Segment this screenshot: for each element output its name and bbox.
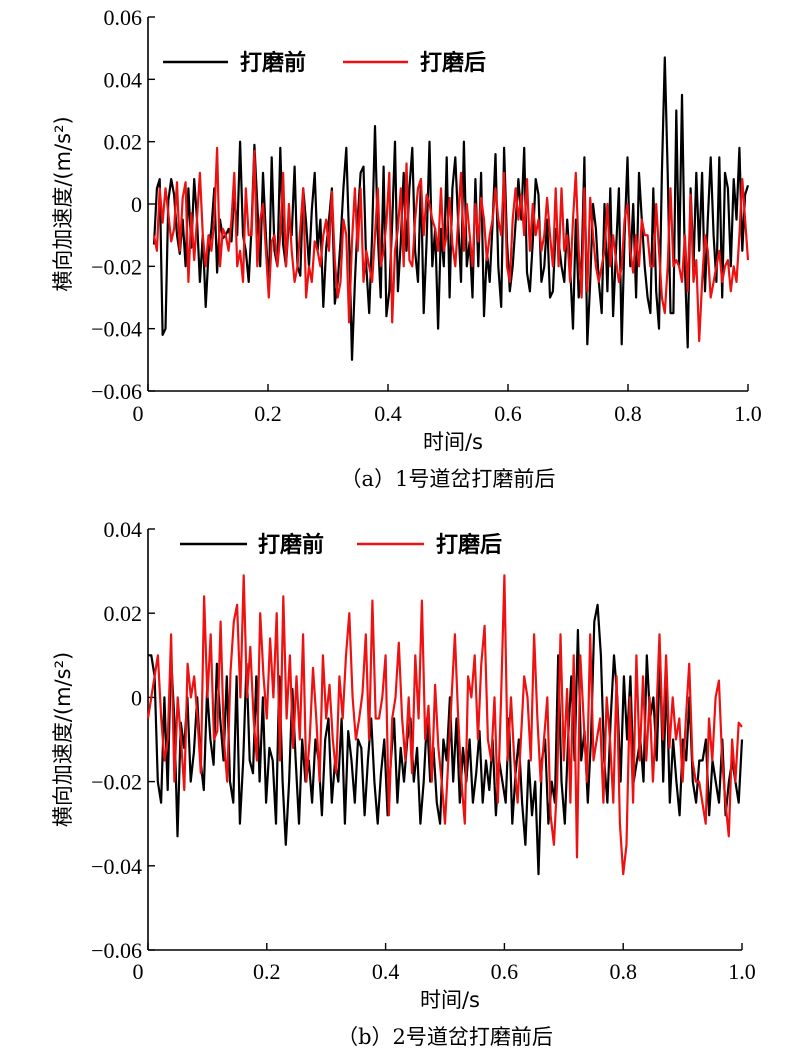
y-tick-label: 0 bbox=[131, 192, 142, 217]
x-tick-label: 0.6 bbox=[491, 959, 519, 984]
x-tick-label: 0.8 bbox=[609, 959, 637, 984]
x-tick-label: 0.2 bbox=[253, 959, 281, 984]
y-tick-label: 0.02 bbox=[104, 130, 143, 155]
series-line-after bbox=[146, 574, 743, 876]
x-tick-label: 1.0 bbox=[728, 959, 756, 984]
y-tick-label: 0.02 bbox=[104, 601, 143, 626]
y-tick-label: 0 bbox=[131, 685, 142, 710]
x-tick-label: 0 bbox=[133, 959, 144, 984]
legend: 打磨前 打磨后 bbox=[176, 528, 512, 558]
figure-caption: （a）1号道岔打磨前后 bbox=[341, 467, 556, 491]
x-axis-label: 时间/s bbox=[423, 430, 483, 454]
x-tick-label: 0 bbox=[133, 401, 144, 426]
y-tick-label: −0.06 bbox=[91, 938, 142, 963]
y-tick-label: −0.04 bbox=[91, 854, 142, 879]
legend: 打磨前 打磨后 bbox=[159, 46, 496, 76]
x-tick-label: 0.4 bbox=[374, 401, 402, 426]
legend-label: 打磨后 bbox=[436, 533, 502, 558]
x-tick-label: 0.4 bbox=[372, 959, 400, 984]
y-tick-label: −0.04 bbox=[91, 317, 142, 342]
chart-panel-b: 0.040.020−0.02−0.04−0.060 0.2 0.4 0.6 0.8 1.0… bbox=[51, 517, 756, 1049]
y-tick-label: −0.06 bbox=[91, 379, 142, 404]
chart-panel-a: 0.060.040.020−0.02−0.04−0.060 0.2 0.4 0.6 0.… bbox=[51, 5, 762, 491]
y-tick-label: 0.04 bbox=[104, 517, 143, 542]
y-axis-label: 横向加速度/(m/s²) bbox=[51, 116, 75, 291]
y-tick-label: 0.06 bbox=[104, 5, 143, 30]
x-tick-label: 1.0 bbox=[734, 401, 762, 426]
y-axis-label: 横向加速度/(m/s²) bbox=[51, 652, 75, 827]
y-tick-label: −0.02 bbox=[91, 254, 142, 279]
figure-caption: （b）2号道岔打磨前后 bbox=[337, 1025, 553, 1049]
legend-label: 打磨前 bbox=[258, 532, 324, 558]
x-tick-label: 0.6 bbox=[494, 401, 522, 426]
series-line-before bbox=[148, 603, 744, 876]
y-tick-label: 0.04 bbox=[104, 67, 143, 92]
legend-label: 打磨后 bbox=[420, 51, 486, 76]
series-line-after bbox=[152, 146, 750, 343]
x-tick-label: 0.8 bbox=[614, 401, 642, 426]
x-tick-label: 0.2 bbox=[254, 401, 282, 426]
y-tick-label: −0.02 bbox=[91, 770, 142, 795]
legend-label: 打磨前 bbox=[240, 50, 306, 76]
x-axis-label: 时间/s bbox=[420, 988, 480, 1012]
